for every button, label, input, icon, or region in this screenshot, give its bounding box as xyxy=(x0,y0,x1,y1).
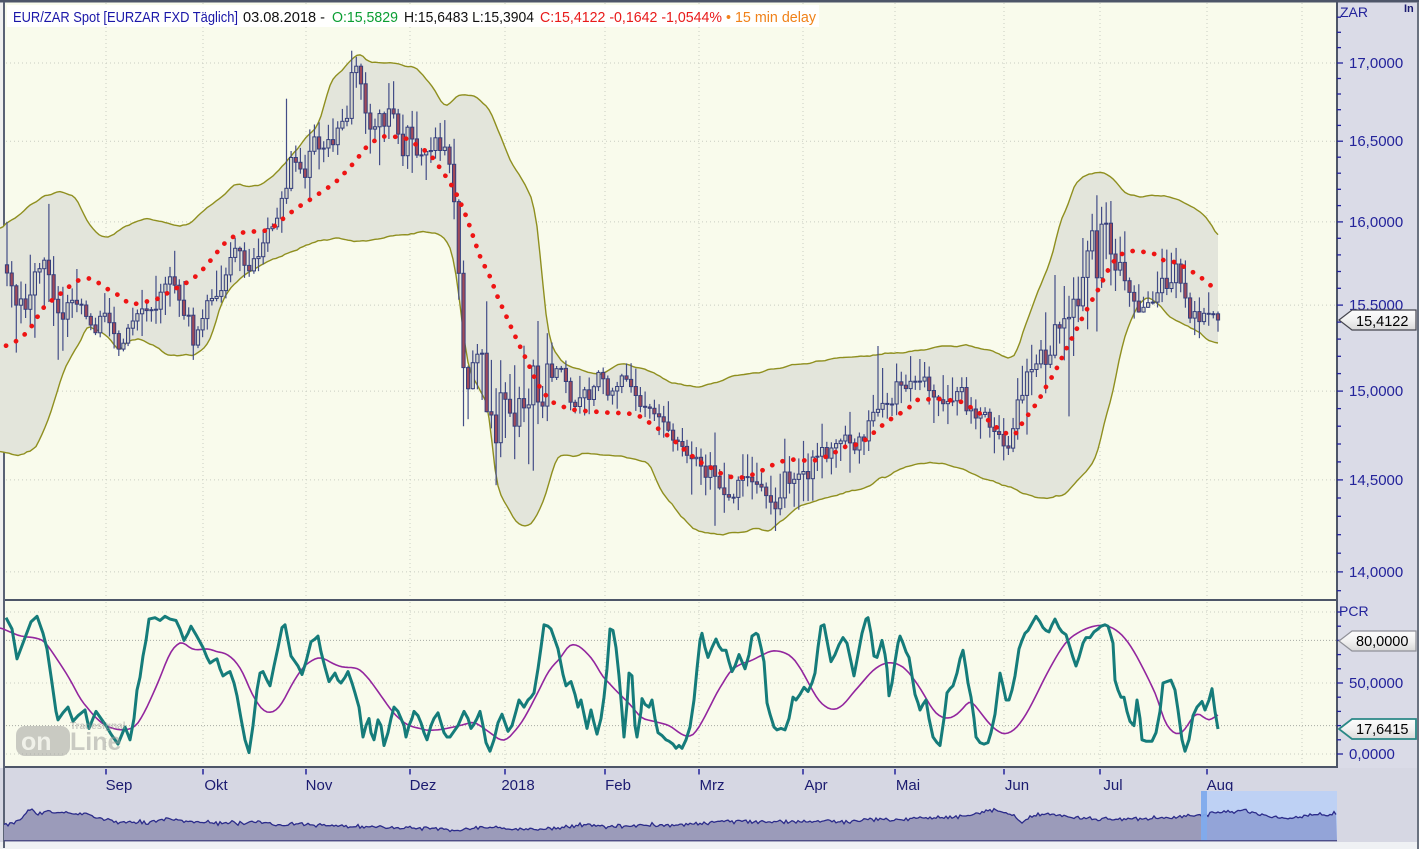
svg-text:17,0000: 17,0000 xyxy=(1349,55,1403,72)
svg-text:Jul: Jul xyxy=(1103,777,1122,794)
svg-text:Okt: Okt xyxy=(204,777,228,794)
svg-text:0,0000: 0,0000 xyxy=(1349,746,1395,763)
svg-text:17,6415: 17,6415 xyxy=(1356,722,1408,738)
svg-text:C:15,4122 -0,1642 -1,0544%: C:15,4122 -0,1642 -1,0544% xyxy=(540,9,722,26)
svg-text:16,0000: 16,0000 xyxy=(1349,214,1403,231)
svg-text:EUR/ZAR Spot [EURZAR FXD Tägli: EUR/ZAR Spot [EURZAR FXD Täglich] xyxy=(13,9,238,26)
svg-text:Line: Line xyxy=(70,728,121,756)
svg-text:on: on xyxy=(21,728,52,756)
svg-text:H:15,6483 L:15,3904: H:15,6483 L:15,3904 xyxy=(404,9,534,26)
svg-text:15,0000: 15,0000 xyxy=(1349,383,1403,400)
svg-text:80,0000: 80,0000 xyxy=(1356,634,1408,650)
svg-text:Dez: Dez xyxy=(410,777,437,794)
svg-text:PCR: PCR xyxy=(1339,603,1369,619)
svg-text:Nov: Nov xyxy=(306,777,333,794)
svg-text:Mrz: Mrz xyxy=(700,777,725,794)
svg-text:Mai: Mai xyxy=(896,777,920,794)
svg-text:Apr: Apr xyxy=(804,777,827,794)
svg-text:Feb: Feb xyxy=(605,777,631,794)
svg-text:In: In xyxy=(1404,3,1414,15)
svg-text:Aug: Aug xyxy=(1207,777,1234,794)
svg-text:O:15,5829: O:15,5829 xyxy=(332,9,398,26)
svg-text:16,5000: 16,5000 xyxy=(1349,133,1403,150)
svg-text:Jun: Jun xyxy=(1005,777,1029,794)
svg-text:50,0000: 50,0000 xyxy=(1349,675,1403,692)
svg-text:• 15 min delay: • 15 min delay xyxy=(726,9,816,26)
svg-text:Tradesignal: Tradesignal xyxy=(70,721,126,732)
svg-text:14,0000: 14,0000 xyxy=(1349,564,1403,581)
svg-text:15,4122: 15,4122 xyxy=(1356,314,1408,330)
svg-text:03.08.2018 -: 03.08.2018 - xyxy=(243,9,325,26)
svg-text:ZAR: ZAR xyxy=(1340,4,1368,20)
svg-text:2018: 2018 xyxy=(501,777,534,794)
svg-text:Sep: Sep xyxy=(106,777,133,794)
svg-text:14,5000: 14,5000 xyxy=(1349,472,1403,489)
